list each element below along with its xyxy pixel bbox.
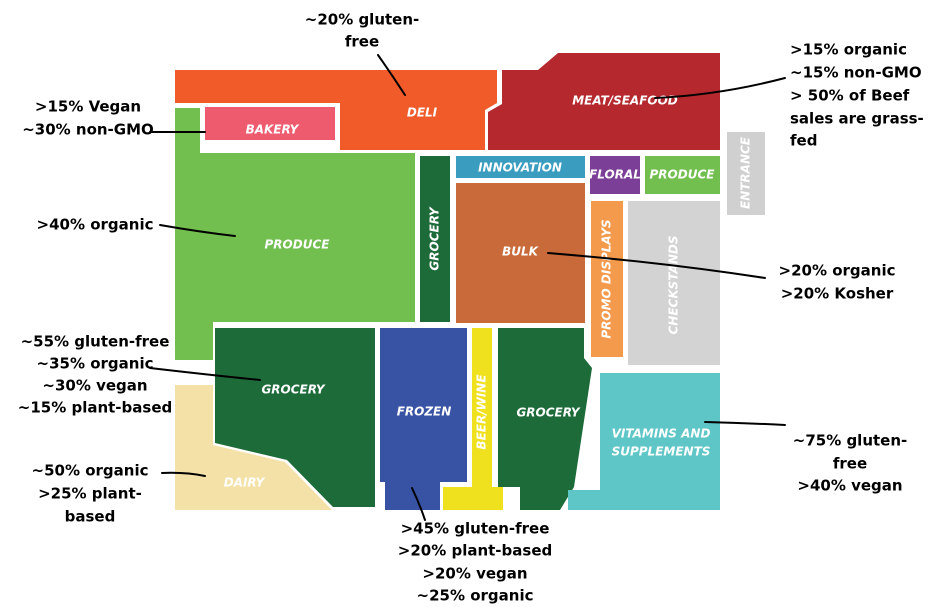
- section-label: VITAMINS AND: [612, 427, 711, 441]
- section-label: FLORAL: [589, 168, 641, 182]
- grocery-left-area: [215, 328, 375, 507]
- section-label: DAIRY: [224, 476, 266, 490]
- annotation: ~25% organic: [417, 587, 534, 605]
- annotation: ~35% organic: [37, 355, 154, 373]
- annotation: >40% vegan: [797, 477, 902, 495]
- promo-displays-area: [591, 201, 623, 357]
- beer-wine-area: [443, 328, 503, 510]
- section-label: INNOVATION: [478, 161, 562, 175]
- meat-seafood-area: [488, 53, 720, 150]
- annotation: ~20% gluten-: [305, 11, 420, 29]
- connector: [547, 252, 766, 279]
- vitamins-area: [568, 373, 720, 510]
- annotation: free: [833, 455, 867, 473]
- annotation: >20% organic: [779, 262, 896, 280]
- section-label: PRODUCE: [265, 238, 331, 252]
- annotation: based: [65, 508, 116, 526]
- section-label: SUPPLEMENTS: [612, 445, 711, 459]
- section-label: PRODUCE: [650, 168, 716, 182]
- connector: [704, 421, 786, 426]
- section-label: CHECKSTANDS: [667, 236, 681, 335]
- bakery-area: [205, 107, 335, 140]
- section-label: ENTRANCE: [739, 136, 753, 209]
- annotation: >40% organic: [37, 216, 154, 234]
- connector: [149, 367, 261, 381]
- entrance-area: [727, 132, 765, 215]
- section-label: PROMO DISPLAYS: [600, 219, 614, 338]
- section-label: BAKERY: [246, 123, 300, 137]
- connector: [161, 471, 206, 477]
- annotation: >15% Vegan: [35, 98, 141, 116]
- annotation: free: [345, 33, 379, 51]
- section-label: GROCERY: [516, 406, 580, 420]
- annotation: ~30% vegan: [42, 377, 147, 395]
- annotation: ~55% gluten-free: [21, 333, 170, 351]
- section-label: DELI: [407, 106, 438, 120]
- innovation-area: [456, 156, 585, 178]
- deli-area: [175, 70, 497, 150]
- section-label: BULK: [502, 245, 540, 259]
- floral-area: [590, 156, 640, 194]
- produce-small-area: [645, 156, 720, 194]
- annotation: >20% Kosher: [781, 285, 894, 303]
- connector: [411, 487, 426, 521]
- frozen-area: [380, 328, 467, 510]
- bulk-area: [456, 183, 585, 323]
- produce-area: [175, 108, 415, 360]
- grocery-right-area: [498, 328, 592, 510]
- checkstands-area: [628, 201, 720, 365]
- annotation: ~15% plant-based: [18, 399, 172, 417]
- section-label: BEER/WINE: [475, 374, 489, 450]
- annotation: >20% plant-based: [398, 542, 552, 560]
- connector: [159, 224, 236, 237]
- annotation: >20% vegan: [422, 565, 527, 583]
- annotation: sales are grass-: [790, 110, 924, 128]
- grocery-aisle: [420, 156, 450, 322]
- annotation: ~75% gluten-: [793, 432, 908, 450]
- annotation: >25% plant-: [38, 485, 142, 503]
- section-label: MEAT/SEAFOOD: [572, 94, 678, 108]
- connector: [654, 77, 786, 99]
- connector: [377, 54, 406, 96]
- section-label: GROCERY: [428, 206, 442, 270]
- annotation: ~15% non-GMO: [790, 64, 922, 82]
- section-label: FROZEN: [397, 405, 452, 419]
- annotation: > 50% of Beef: [790, 87, 910, 105]
- dairy-area: [175, 385, 332, 510]
- annotation: >45% gluten-free: [401, 520, 550, 538]
- section-label: GROCERY: [261, 383, 325, 397]
- annotation: fed: [790, 132, 817, 150]
- annotation: ~50% organic: [32, 462, 149, 480]
- annotation: >15% organic: [790, 41, 907, 59]
- annotation: ~30% non-GMO: [22, 121, 154, 139]
